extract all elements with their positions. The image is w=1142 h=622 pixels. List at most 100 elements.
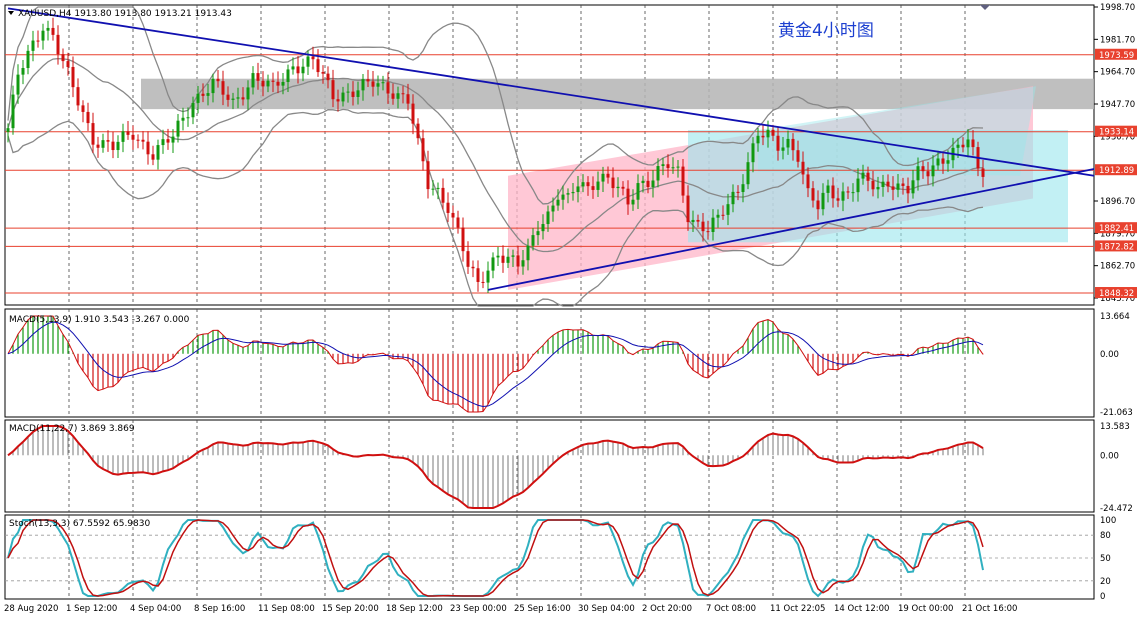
candle-body [681, 166, 685, 196]
candle-body [541, 224, 545, 232]
candle-body [546, 211, 550, 225]
price-tag-label: 1973.59 [1099, 51, 1134, 61]
candle-body [341, 92, 345, 102]
bb-lower [7, 108, 984, 307]
candle-body [531, 235, 535, 246]
time-label: 8 Sep 16:00 [194, 604, 245, 614]
candle-body [126, 131, 130, 135]
scroll-marker-icon[interactable] [980, 5, 990, 10]
candle-body [871, 180, 875, 190]
candle-body [501, 255, 505, 263]
stochastic-panel[interactable] [4, 514, 1095, 600]
candle-body [286, 69, 290, 82]
candle-body [551, 205, 555, 212]
candle-body [156, 145, 160, 160]
candle-body [436, 187, 440, 189]
macd-fast-line [7, 315, 984, 413]
candle-body [56, 34, 60, 55]
candle-body [726, 204, 730, 215]
candle-body [696, 219, 700, 222]
candle-body [466, 251, 470, 267]
candle-body [756, 135, 760, 144]
macd-fast-tick: -21.063 [1100, 408, 1133, 418]
candle-body [6, 128, 10, 132]
candle-body [86, 111, 90, 124]
candle-body [261, 80, 265, 87]
dropdown-triangle-icon[interactable] [8, 11, 14, 15]
time-axis: 28 Aug 2020 1 Sep 12:00 4 Sep 04:00 8 Sep 1… [4, 604, 1017, 614]
candle-body [171, 136, 175, 143]
time-label: 18 Sep 12:00 [386, 604, 443, 614]
indicator-axes: 13.664 0.00 -21.063 13.583 0.00 -24.472 100 80 5… [1100, 312, 1133, 602]
candle-body [331, 80, 335, 100]
candle-body [136, 139, 140, 141]
stoch-label: Stoch(13,3,3) 67.5592 65.9830 [9, 519, 150, 529]
candle-body [776, 135, 780, 151]
candle-body [256, 73, 260, 81]
candle-body [401, 93, 405, 95]
candle-body [416, 123, 420, 139]
candle-body [766, 129, 770, 138]
candle-body [581, 182, 585, 187]
candle-body [861, 172, 865, 179]
candle-body [241, 97, 245, 100]
candle-body [11, 94, 15, 129]
symbol-line: XAUUSD,H4 1913.80 1913.80 1913.21 1913.4… [18, 9, 232, 19]
candle-body [486, 270, 490, 283]
candle-body [661, 164, 665, 167]
candle-body [741, 184, 745, 193]
price-tick-label: 1964.70 [1100, 68, 1135, 78]
candle-body [781, 147, 785, 151]
candle-body [536, 231, 540, 236]
candle-body [846, 191, 850, 193]
candles [6, 17, 985, 293]
candle-body [946, 160, 950, 164]
candle-body [956, 144, 960, 148]
stoch-main-line [7, 519, 984, 598]
macd-fast-panel[interactable] [4, 308, 1095, 418]
wedge-shade [758, 86, 1036, 176]
candle-body [626, 188, 630, 205]
candle-body [886, 181, 890, 187]
candle-body [811, 188, 815, 201]
candle-body [316, 59, 320, 73]
candle-body [386, 82, 390, 94]
candle-body [106, 140, 110, 142]
candle-body [461, 227, 465, 252]
macd-fast-series [7, 315, 984, 413]
falling-trend-line [7, 7, 1095, 177]
candle-body [816, 200, 820, 210]
candle-body [181, 117, 185, 121]
candle-body [191, 102, 195, 118]
candle-body [66, 61, 70, 67]
candle-body [831, 185, 835, 199]
candle-body [81, 105, 85, 112]
candle-body [186, 117, 190, 119]
rising-trend-line [487, 168, 1095, 291]
candle-body [471, 266, 475, 269]
time-label: 1 Sep 12:00 [66, 604, 117, 614]
candle-body [746, 162, 750, 185]
candle-body [36, 40, 40, 42]
candle-body [896, 183, 900, 190]
candle-body [311, 56, 315, 60]
time-label: 19 Oct 00:00 [898, 604, 953, 614]
candle-body [721, 214, 725, 216]
price-tick-label: 1981.70 [1100, 35, 1135, 45]
candle-body [306, 56, 310, 67]
candle-body [291, 66, 295, 70]
candle-body [246, 87, 250, 100]
candle-body [716, 214, 720, 218]
candle-body [281, 81, 285, 86]
candle-body [31, 40, 35, 51]
candle-body [981, 168, 985, 177]
candle-body [176, 120, 180, 137]
candle-body [631, 199, 635, 205]
candle-body [96, 144, 100, 148]
candle-body [411, 103, 415, 124]
candle-body [396, 93, 400, 99]
candle-body [46, 27, 50, 31]
stoch-tick: 0 [1100, 592, 1105, 602]
candle-body [141, 139, 145, 142]
